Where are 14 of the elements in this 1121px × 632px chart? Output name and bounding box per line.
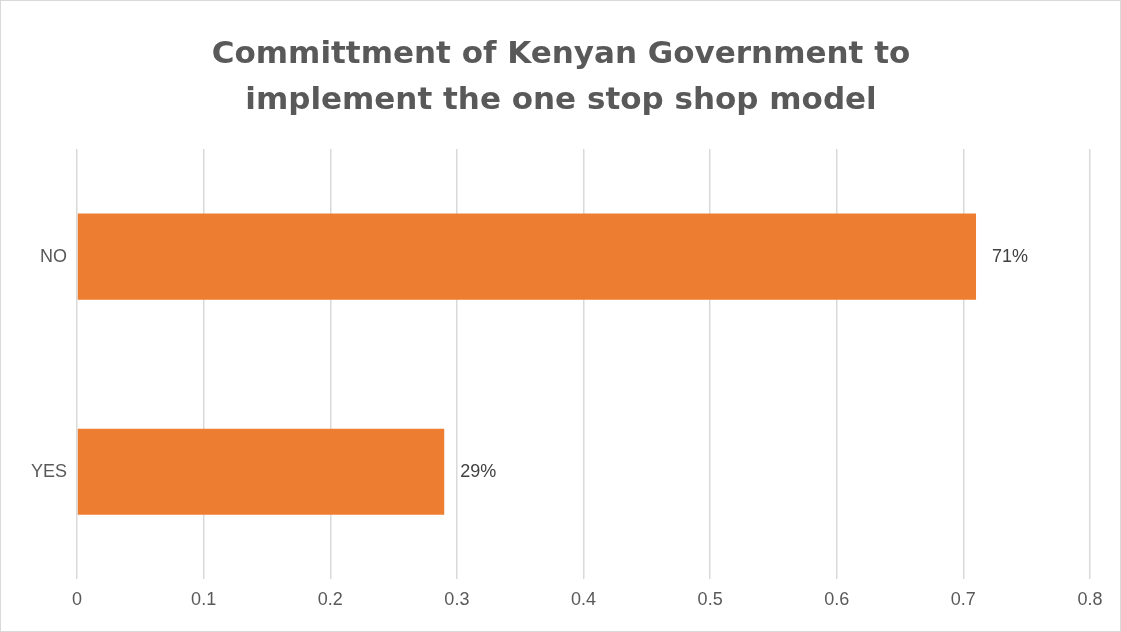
y-tick-label: NO [40,245,68,266]
x-tick-label: 0.8 [1077,589,1103,610]
x-tick-label: 0.4 [570,589,597,610]
y-tick-label: YES [30,460,68,481]
data-label: 29% [460,460,497,481]
chart-title: Committment of Kenyan Government to implement the one stop shop model [210,33,912,118]
x-tick-label: 0.6 [824,589,850,610]
x-tick-label: 0.5 [697,589,723,610]
x-tick-label: 0.2 [317,589,343,610]
x-tick-label: 0.3 [444,589,470,610]
x-tick-label: 0.1 [191,589,217,610]
data-label: 71% [992,245,1029,266]
x-tick-label: 0.7 [950,589,976,610]
x-tick-label: 0 [72,589,83,610]
